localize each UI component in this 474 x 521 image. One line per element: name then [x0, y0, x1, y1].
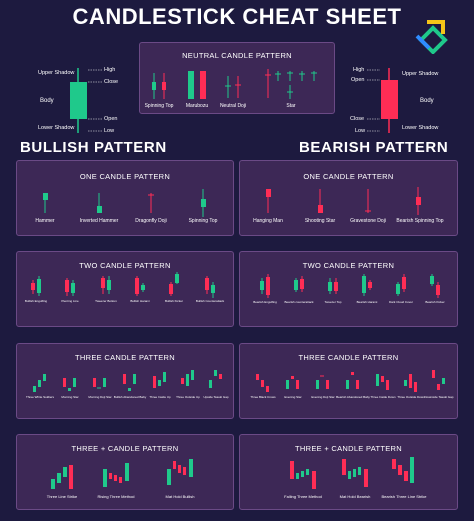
- bearish-plus-item: Falling Three Method: [284, 494, 322, 499]
- bullish-three-item: Three Inside Up: [149, 395, 171, 399]
- bearish-three-candle-title: THREE CANDLE PATTERN: [298, 353, 399, 362]
- bearish-three-plus-chart: [290, 457, 414, 489]
- bullish-three-item: Three Outside Up: [176, 395, 200, 399]
- bullish-three-item: Three White Soldiers: [25, 395, 55, 399]
- bullish-one-candle-chart: [43, 189, 206, 217]
- bearish-two-candle-panel: TWO CANDLE PATTERN Bearish Engulfing Bea…: [239, 251, 458, 327]
- bearish-three-candle-chart: [256, 370, 445, 392]
- anatomy-bull-lower-shadow: Lower Shadow: [38, 125, 75, 131]
- anatomy-bear-upper-shadow: Upper Shadow: [402, 71, 439, 77]
- bullish-three-plus-chart: [51, 459, 193, 489]
- bullish-heading: BULLISH PATTERN: [20, 139, 167, 156]
- bullish-plus-item: Mat Hold Bullish: [165, 494, 195, 499]
- bearish-two-item: Tweezer Top: [324, 300, 342, 304]
- bullish-three-item: Morning Doji Star: [88, 395, 112, 399]
- anatomy-bull-low: Low: [104, 128, 115, 134]
- bearish-three-item: Three Inside Down: [370, 395, 396, 399]
- bearish-two-item: Bearish Harami: [356, 300, 378, 304]
- bullish-one-item: Hammer: [35, 218, 55, 224]
- bearish-plus-item: Mat Hold Bearish: [339, 494, 371, 499]
- bullish-two-item: Piercing Line: [61, 299, 79, 303]
- bearish-plus-item: Bearish Three Line Strike: [381, 494, 427, 499]
- bearish-one-candle-title: ONE CANDLE PATTERN: [303, 172, 394, 181]
- bearish-one-item: Shooting Star: [304, 218, 336, 224]
- bullish-two-item: Bullish Engulfing: [24, 299, 48, 303]
- anatomy-bull-body: Body: [40, 98, 54, 104]
- bearish-two-candle-title: TWO CANDLE PATTERN: [302, 261, 395, 270]
- bullish-three-plus-panel: THREE + CANDLE PATTERN Three Line Strike…: [16, 434, 234, 510]
- bearish-two-candle-chart: [260, 274, 440, 298]
- anatomy-bear-low: Low: [355, 128, 366, 134]
- bearish-two-item: Bearish Kicker: [425, 300, 445, 304]
- bearish-three-item: Three Outside Down: [397, 395, 425, 399]
- neutral-item-spinning-top: Spinning Top: [144, 103, 174, 109]
- bullish-plus-item: Three Line Strike: [46, 494, 78, 499]
- bullish-one-item: Dragonfly Doji: [135, 218, 167, 224]
- anatomy-bear-body: Body: [420, 98, 434, 104]
- bullish-two-candle-title: TWO CANDLE PATTERN: [79, 261, 171, 270]
- bullish-three-candle-title: THREE CANDLE PATTERN: [75, 353, 175, 362]
- bearish-one-item: Gravestone Doji: [350, 218, 386, 224]
- bearish-three-candle-panel: THREE CANDLE PATTERN Three Black Crows E…: [239, 343, 458, 419]
- anatomy-bear-lower-shadow: Lower Shadow: [402, 125, 439, 131]
- bullish-three-candle-panel: THREE CANDLE PATTERN Three White Soldier…: [16, 343, 234, 419]
- bearish-one-item: Hanging Man: [253, 218, 283, 224]
- bullish-one-candle-panel: ONE CANDLE PATTERN Hammer Inverted Hamme…: [16, 160, 234, 236]
- bearish-two-item: Bearish Engulfing: [253, 300, 277, 304]
- bullish-one-item: Spinning Top: [188, 218, 218, 224]
- bearish-three-item: Bearish Abandoned Baby: [336, 395, 370, 399]
- brand-logo-icon: [415, 20, 448, 54]
- bullish-two-candle-chart: [31, 272, 215, 298]
- bearish-three-plus-title: THREE + CANDLE PATTERN: [295, 444, 402, 453]
- bullish-three-item: Upside Tasuki Gap: [203, 395, 229, 399]
- neutral-item-marubozu: Marubozu: [185, 103, 209, 109]
- bearish-one-item: Bearish Spinning Top: [396, 218, 444, 224]
- bearish-two-item: Dark Cloud Cover: [389, 300, 413, 304]
- bullish-two-item: Bullish Kicker: [164, 299, 184, 303]
- bearish-one-candle-chart: [266, 187, 421, 215]
- neutral-candles: [152, 69, 317, 99]
- neutral-pattern-panel: NEUTRAL CANDLE PATTERN Spinning Top Maru…: [139, 42, 335, 114]
- bullish-two-item: Bullish Harami: [130, 299, 150, 303]
- bullish-two-item: Tweezer Bottom: [95, 299, 117, 303]
- bearish-one-candle-panel: ONE CANDLE PATTERN Hanging Man Shooting …: [239, 160, 458, 236]
- anatomy-bear-high: High: [353, 67, 365, 73]
- bullish-three-plus-title: THREE + CANDLE PATTERN: [71, 444, 179, 453]
- bullish-three-candle-chart: [33, 370, 222, 392]
- bearish-two-item: Bearish counterattack: [284, 300, 314, 304]
- bearish-three-item: Downside Tasuki Gap: [424, 395, 454, 399]
- anatomy-bear-open: Open: [351, 77, 365, 83]
- bullish-plus-item: Rising Three Method: [97, 494, 135, 499]
- page-title: CANDLESTICK CHEAT SHEET: [72, 4, 402, 29]
- bearish-three-item: Evening Doji Star: [311, 395, 335, 399]
- anatomy-bull-upper-shadow: Upper Shadow: [38, 70, 75, 76]
- bullish-one-candle-title: ONE CANDLE PATTERN: [79, 172, 171, 181]
- bearish-heading: BEARISH PATTERN: [299, 139, 449, 156]
- neutral-item-star: Star: [286, 103, 296, 109]
- anatomy-bull-close: Close: [104, 79, 119, 85]
- neutral-item-neutral-doji: Neutral Doji: [219, 103, 247, 109]
- bullish-two-candle-panel: TWO CANDLE PATTERN Bullish Engulfing Pie…: [16, 251, 234, 327]
- bearish-three-item: Evening Star: [284, 395, 302, 399]
- bullish-three-item: Morning Star: [61, 395, 79, 399]
- anatomy-bull-high: High: [104, 67, 116, 73]
- bearish-three-item: Three Black Crows: [250, 395, 276, 399]
- bullish-two-item: Bullish Counterattack: [195, 299, 225, 303]
- bullish-three-item: Bullish Abandoned Baby: [113, 395, 147, 399]
- bullish-one-item: Inverted Hammer: [79, 218, 119, 224]
- anatomy-bull-open: Open: [104, 116, 118, 122]
- anatomy-bear-close: Close: [350, 116, 365, 122]
- neutral-pattern-title: NEUTRAL CANDLE PATTERN: [182, 51, 292, 60]
- bearish-three-plus-panel: THREE + CANDLE PATTERN Falling Three Met…: [239, 434, 458, 510]
